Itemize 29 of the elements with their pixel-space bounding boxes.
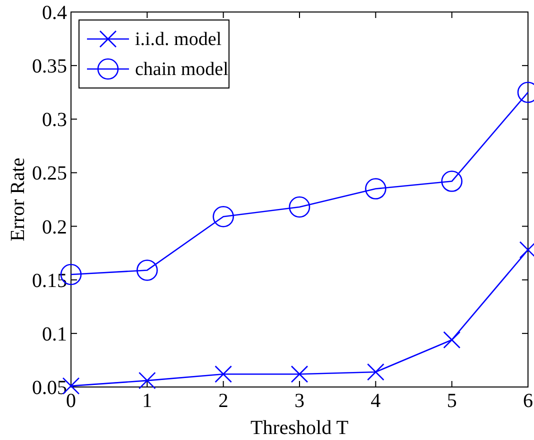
point bbox=[367, 363, 384, 381]
y-tick-label: 0.2 bbox=[42, 216, 67, 238]
point bbox=[288, 196, 310, 218]
x-tick-label: 0 bbox=[66, 390, 76, 412]
y-tick-label: 0.3 bbox=[42, 109, 67, 132]
x-tick-label: 3 bbox=[294, 390, 304, 412]
x-tick-label: 2 bbox=[218, 390, 228, 412]
x-tick-label: 5 bbox=[446, 390, 457, 412]
x-tick-label: 6 bbox=[523, 390, 533, 412]
point bbox=[138, 372, 156, 390]
x-tick-label: 1 bbox=[142, 390, 152, 412]
x-tick-label: 4 bbox=[370, 390, 381, 412]
point bbox=[441, 170, 462, 192]
point bbox=[212, 206, 234, 228]
y-tick-label: 0.35 bbox=[32, 56, 67, 78]
point bbox=[214, 365, 232, 383]
y-tick-label: 0.05 bbox=[32, 377, 67, 399]
y-tick-label: 0.15 bbox=[32, 270, 67, 292]
legend-label: chain model bbox=[135, 59, 228, 80]
y-tick-label: 0.1 bbox=[42, 323, 67, 346]
point bbox=[443, 331, 460, 349]
y-tick-label: 0.25 bbox=[32, 162, 67, 185]
x-axis-title: Threshold T bbox=[250, 417, 348, 439]
point bbox=[365, 178, 386, 200]
y-axis-title: Error Rate bbox=[7, 157, 29, 242]
point bbox=[290, 365, 308, 383]
legend-label: i.i.d. model bbox=[135, 29, 222, 50]
y-tick-label: 0.4 bbox=[42, 2, 67, 24]
point bbox=[136, 260, 158, 281]
